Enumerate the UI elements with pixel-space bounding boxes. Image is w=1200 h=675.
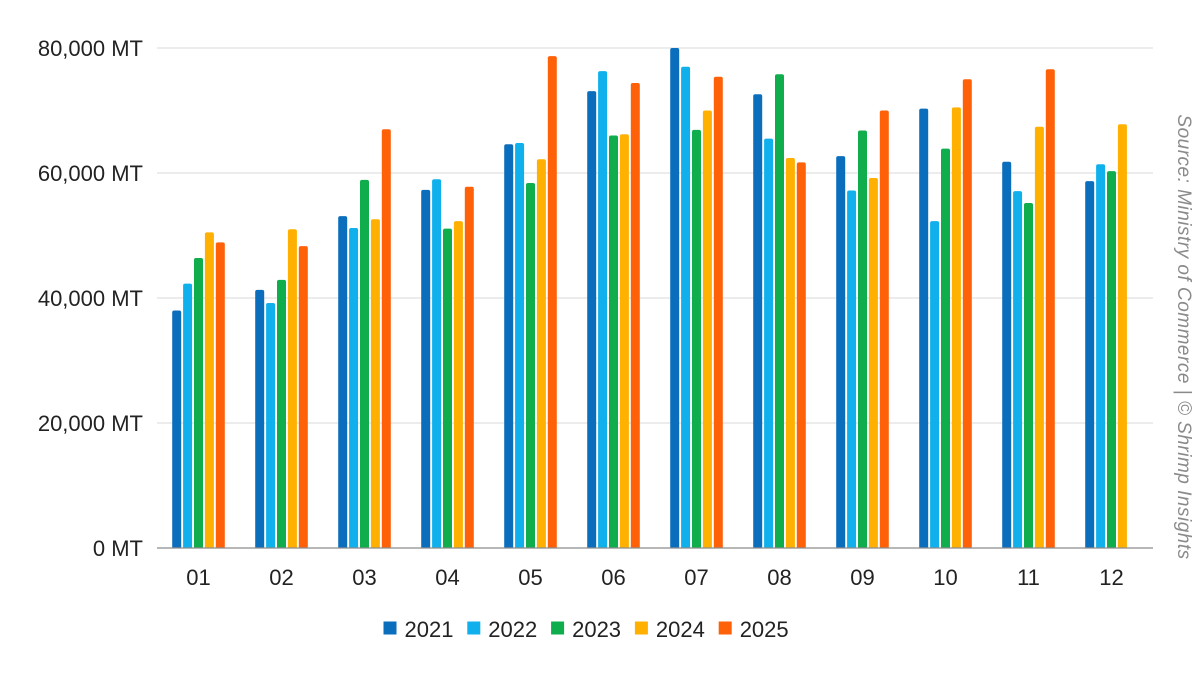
bar-2021-06 xyxy=(587,91,597,548)
bar-2021-05 xyxy=(504,144,514,548)
bar-2025-04 xyxy=(464,186,474,548)
bar-2021-09 xyxy=(836,156,846,548)
legend-swatch xyxy=(467,621,481,635)
legend-swatch xyxy=(383,621,397,635)
bar-2025-02 xyxy=(298,246,308,548)
bar-2021-07 xyxy=(670,48,680,548)
legend-swatch xyxy=(718,621,732,635)
bar-2022-12 xyxy=(1096,164,1106,548)
bar-2023-07 xyxy=(692,129,701,548)
x-tick-label: 05 xyxy=(518,565,542,590)
bars xyxy=(172,48,1127,548)
legend-item-2023[interactable]: 2023 xyxy=(551,617,621,642)
bar-2024-11 xyxy=(1034,126,1044,548)
bar-2023-05 xyxy=(526,183,535,548)
bar-2024-08 xyxy=(785,158,795,548)
bar-2024-10 xyxy=(951,107,961,548)
bar-2021-03 xyxy=(338,216,348,548)
bar-2023-09 xyxy=(858,130,867,548)
bar-2024-07 xyxy=(702,110,712,548)
bar-2022-10 xyxy=(930,221,940,548)
bar-2022-01 xyxy=(183,283,193,548)
bar-2025-11 xyxy=(1045,69,1055,548)
x-tick-label: 03 xyxy=(352,565,376,590)
legend-item-2021[interactable]: 2021 xyxy=(383,617,454,642)
x-tick-label: 02 xyxy=(269,565,293,590)
bar-2023-02 xyxy=(277,279,286,548)
bar-2023-03 xyxy=(360,179,369,548)
bar-2022-05 xyxy=(515,143,525,548)
bar-2021-10 xyxy=(919,108,929,548)
y-tick-label: 0 MT xyxy=(93,536,143,561)
bar-2021-02 xyxy=(255,289,265,548)
bar-2021-11 xyxy=(1002,161,1012,548)
source-credit: Source: Ministry of Commerce | © Shrimp … xyxy=(1173,114,1194,559)
bar-2025-06 xyxy=(630,83,640,548)
bar-2022-11 xyxy=(1013,191,1023,548)
bar-2022-06 xyxy=(598,71,608,548)
bar-2021-08 xyxy=(753,94,763,548)
bar-2023-11 xyxy=(1024,203,1033,548)
legend-label: 2022 xyxy=(488,617,537,642)
bar-2023-08 xyxy=(775,74,784,548)
bar-2021-01 xyxy=(172,310,182,548)
legend-label: 2023 xyxy=(572,617,621,642)
legend-label: 2024 xyxy=(656,617,705,642)
x-tick-label: 09 xyxy=(850,565,874,590)
x-tick-label: 04 xyxy=(435,565,459,590)
bar-2023-10 xyxy=(941,148,950,548)
bar-2023-12 xyxy=(1107,171,1116,548)
bar-2024-12 xyxy=(1117,124,1127,548)
bar-2024-02 xyxy=(287,229,297,548)
bar-2024-03 xyxy=(370,219,380,548)
bar-2025-10 xyxy=(962,79,972,548)
bar-2022-09 xyxy=(847,190,857,548)
y-tick-label: 80,000 MT xyxy=(38,36,143,61)
bar-2025-08 xyxy=(796,162,806,548)
x-axis-ticks: 01 02 03 04 05 06 07 08 09 10 11 12 xyxy=(186,565,1123,590)
bar-2022-08 xyxy=(764,138,774,548)
y-tick-label: 40,000 MT xyxy=(38,286,143,311)
bar-2025-01 xyxy=(215,242,225,548)
y-tick-label: 60,000 MT xyxy=(38,161,143,186)
x-tick-label: 12 xyxy=(1099,565,1123,590)
x-tick-label: 01 xyxy=(186,565,210,590)
legend-swatch xyxy=(634,621,648,635)
legend: 2021 2022 2023 2024 2025 xyxy=(383,617,789,642)
bar-2023-06 xyxy=(609,135,618,548)
bar-2023-01 xyxy=(194,258,203,548)
bar-2025-07 xyxy=(713,76,723,548)
legend-item-2022[interactable]: 2022 xyxy=(467,617,537,642)
bar-2021-04 xyxy=(421,189,431,548)
bar-2024-09 xyxy=(868,178,878,548)
bar-2024-06 xyxy=(619,134,629,548)
x-tick-label: 08 xyxy=(767,565,791,590)
bar-2025-03 xyxy=(381,129,391,548)
bar-2021-12 xyxy=(1085,181,1095,548)
x-tick-label: 07 xyxy=(684,565,708,590)
y-tick-label: 20,000 MT xyxy=(38,411,143,436)
bar-2022-02 xyxy=(266,303,276,548)
gridlines xyxy=(157,47,1153,424)
bar-2023-04 xyxy=(443,228,452,548)
legend-label: 2021 xyxy=(405,617,454,642)
bar-2024-01 xyxy=(204,232,214,548)
bar-2022-04 xyxy=(432,179,442,548)
legend-swatch xyxy=(551,621,565,635)
x-tick-label: 06 xyxy=(601,565,625,590)
x-tick-label: 11 xyxy=(1017,565,1040,590)
bar-2024-05 xyxy=(536,159,546,548)
legend-item-2024[interactable]: 2024 xyxy=(634,617,705,642)
y-axis-ticks: 0 MT 20,000 MT 40,000 MT 60,000 MT 80,000 MT xyxy=(38,36,143,561)
bar-2024-04 xyxy=(453,221,463,548)
legend-label: 2025 xyxy=(740,617,789,642)
bar-2025-09 xyxy=(879,110,889,548)
x-tick-label: 10 xyxy=(933,565,957,590)
legend-item-2025[interactable]: 2025 xyxy=(718,617,789,642)
bar-2022-07 xyxy=(681,66,691,548)
bar-2022-03 xyxy=(349,228,359,548)
bar-2025-05 xyxy=(547,56,557,548)
